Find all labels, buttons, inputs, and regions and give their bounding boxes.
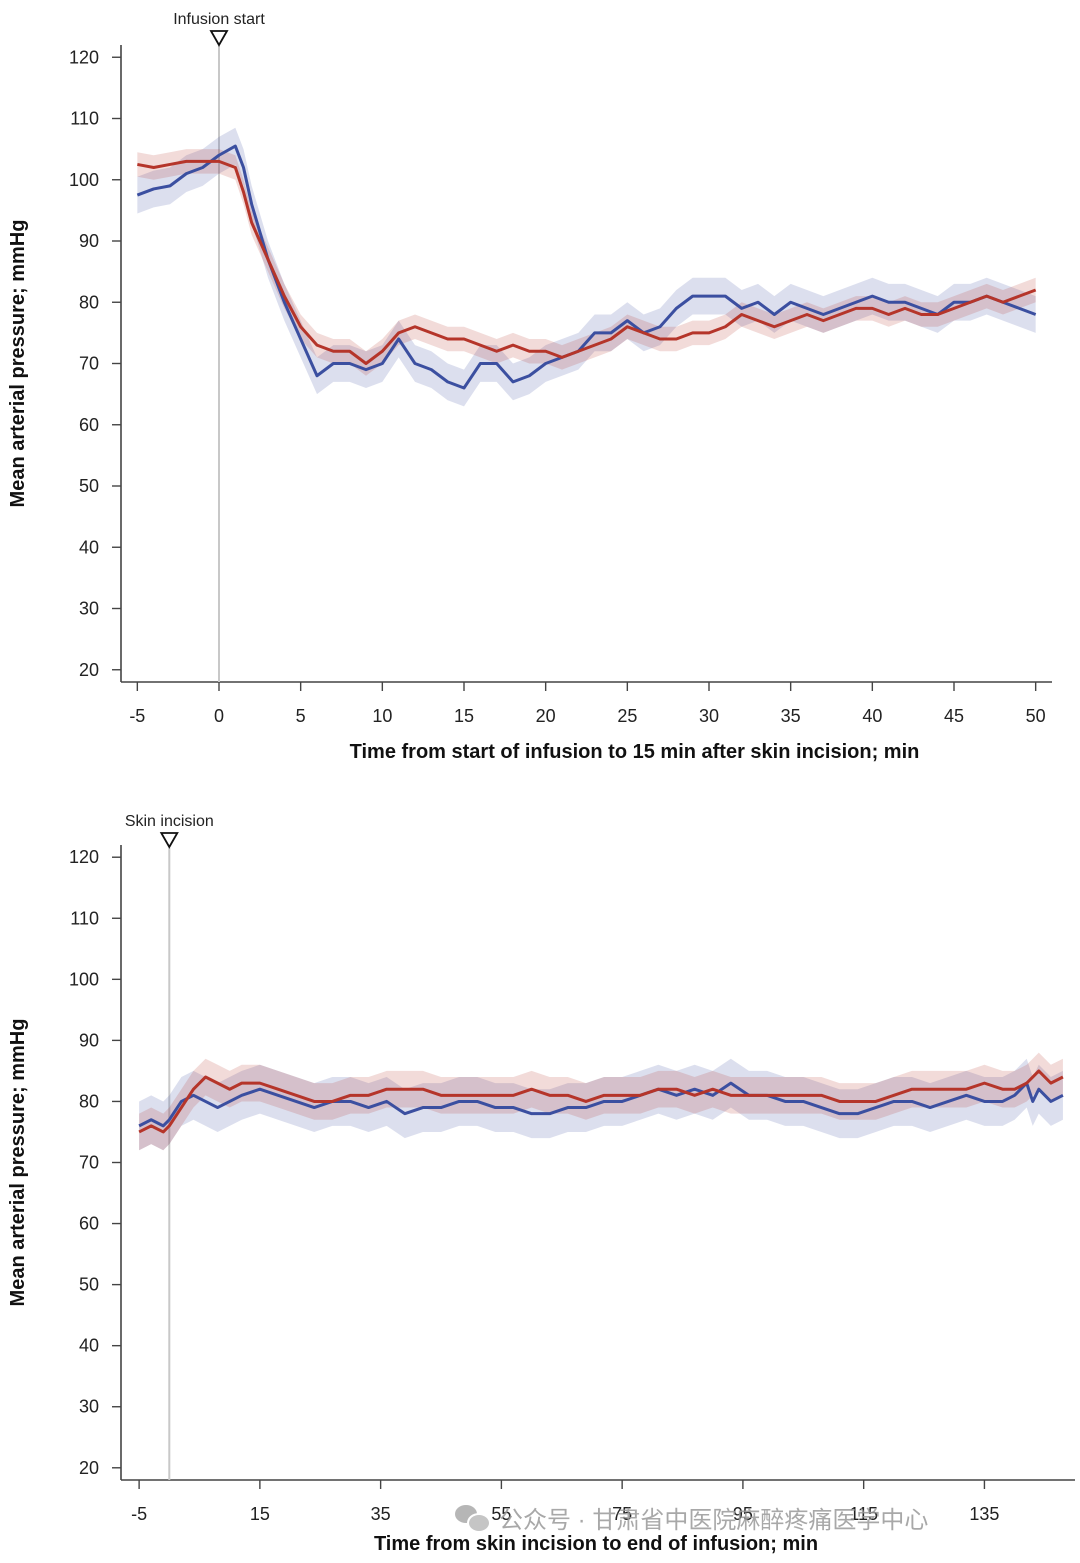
x-tick-label: 15 (250, 1504, 270, 1524)
x-tick-label: 50 (1026, 706, 1046, 726)
y-axis-title: Mean arterial pressure; mmHg (7, 220, 29, 508)
y-tick-label: 30 (79, 1397, 99, 1417)
x-tick-label: 115 (849, 1504, 878, 1524)
x-tick-label: -5 (129, 706, 145, 726)
y-tick-label: 50 (79, 476, 99, 496)
y-tick-label: 20 (79, 660, 99, 680)
y-tick-label: 110 (70, 908, 99, 928)
x-tick-label: -5 (131, 1504, 147, 1524)
x-tick-label: 5 (296, 706, 306, 726)
y-tick-label: 40 (79, 1336, 99, 1356)
wechat-icon (455, 1504, 491, 1533)
series-red-ci-band (137, 149, 1036, 376)
x-tick-label: 75 (612, 1504, 632, 1524)
y-tick-label: 120 (69, 47, 99, 67)
series-red-line (137, 159, 1037, 365)
y-tick-label: 60 (79, 415, 99, 435)
x-tick-label: 20 (536, 706, 556, 726)
y-tick-label: 80 (79, 1091, 99, 1111)
x-axis-title: Time from skin incision to end of infusi… (374, 1533, 818, 1555)
x-tick-label: 35 (781, 706, 801, 726)
event-marker-label: Skin incision (125, 813, 214, 830)
y-tick-label: 80 (79, 292, 99, 312)
event-marker-label: Infusion start (173, 11, 265, 28)
watermark-text: 公众号 · 甘肃省中医院麻醉疼痛医学中心 (499, 1507, 929, 1534)
y-tick-label: 20 (79, 1458, 99, 1478)
event-marker-triangle-icon (209, 30, 229, 47)
y-tick-label: 110 (70, 109, 99, 129)
y-tick-label: 90 (79, 231, 99, 251)
event-marker-triangle-icon (159, 832, 179, 849)
y-tick-label: 120 (69, 847, 99, 867)
series-blue-ci-band (137, 127, 1036, 407)
x-tick-label: 55 (491, 1504, 511, 1524)
watermark: 公众号 · 甘肃省中医院麻醉疼痛医学中心 (455, 1500, 928, 1535)
y-tick-label: 90 (79, 1030, 99, 1050)
x-tick-label: 15 (454, 706, 474, 726)
chart-infusion-period: 20 30 40 50 60 70 80 90 100 110 120 -5 0 5 10 15 20 25 30 3… (7, 11, 1052, 763)
y-tick-label: 30 (79, 599, 99, 619)
chart-surgery-period: 20 30 40 50 60 70 80 90 100 110 120 -5 15 35 55 75 95 115… (7, 813, 1075, 1555)
series-red-line (138, 1069, 1064, 1134)
x-tick-label: 25 (617, 706, 637, 726)
series-blue-line (138, 1081, 1064, 1128)
y-tick-label: 100 (69, 170, 99, 190)
y-tick-label: 70 (79, 1153, 99, 1173)
x-tick-label: 45 (944, 706, 964, 726)
y-tick-label: 50 (79, 1275, 99, 1295)
y-tick-label: 40 (79, 537, 99, 557)
x-tick-label: 40 (862, 706, 882, 726)
y-axis-title: Mean arterial pressure; mmHg (7, 1019, 29, 1307)
series-blue-ci-band (139, 1058, 1063, 1151)
y-tick-label: 60 (79, 1214, 99, 1234)
x-tick-label: 10 (372, 706, 392, 726)
x-tick-label: 0 (214, 706, 224, 726)
x-tick-label: 135 (969, 1504, 999, 1524)
y-tick-label: 70 (79, 354, 99, 374)
x-tick-label: 35 (371, 1504, 391, 1524)
x-tick-label: 30 (699, 706, 719, 726)
x-axis-title: Time from start of infusion to 15 min af… (350, 741, 920, 763)
y-tick-label: 100 (69, 969, 99, 989)
x-tick-label: 95 (733, 1504, 753, 1524)
